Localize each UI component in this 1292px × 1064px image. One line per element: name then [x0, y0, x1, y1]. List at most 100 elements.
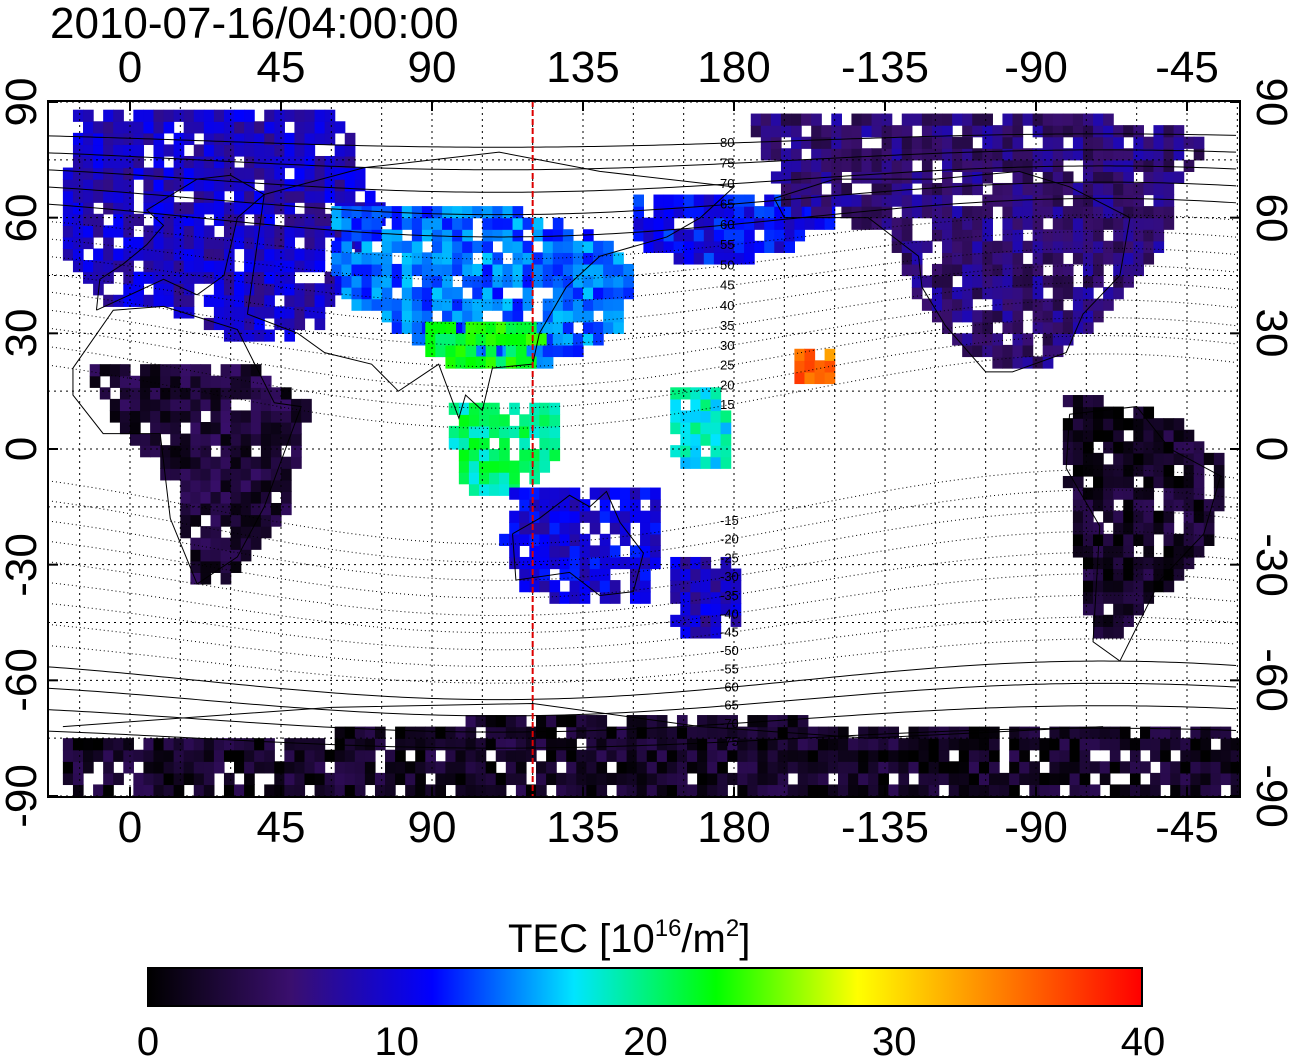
contour-label: -15 — [720, 513, 739, 528]
frame-ticks — [48, 101, 1240, 797]
tec-region-pacific-islands — [670, 387, 732, 469]
coast-asia — [246, 151, 736, 420]
tec-region-africa — [89, 364, 312, 585]
lon-tick-label-bottom: -45 — [1155, 803, 1219, 852]
contour-label: 75 — [720, 156, 734, 171]
lat-tick-label-left: 60 — [0, 193, 46, 243]
contour--60 — [48, 660, 1237, 701]
lon-tick-label-top: 0 — [117, 43, 143, 92]
lon-tick-label-bottom: -90 — [1004, 803, 1068, 852]
contour-75 — [48, 149, 1237, 171]
lon-tick-label-bottom: 45 — [256, 803, 306, 852]
coast-antarctica — [62, 702, 1104, 739]
lat-tick-label-right: 60 — [1247, 193, 1292, 243]
contour-label: -50 — [720, 643, 739, 658]
contour-label: -45 — [720, 625, 739, 640]
contour-label: 35 — [720, 318, 734, 333]
colorbar-title-exponent: 16 — [654, 915, 682, 942]
contour--70 — [48, 705, 1237, 733]
contour-label: 40 — [720, 298, 734, 313]
contour-label: 70 — [720, 176, 734, 191]
tec-region-new-zealand — [670, 556, 742, 639]
contour-25 — [48, 317, 1237, 389]
lon-tick-label-bottom: 90 — [407, 803, 457, 852]
contour-label: 80 — [720, 135, 734, 150]
lat-tick-label-right: -60 — [1247, 648, 1292, 713]
contour-label: -30 — [720, 569, 739, 584]
lat-tick-label-left: -90 — [0, 764, 46, 828]
colorbar-tick-label: 10 — [374, 1020, 420, 1064]
contour-label: -25 — [720, 550, 739, 565]
contour-20 — [48, 335, 1237, 409]
colorbar-title-end: ] — [739, 917, 751, 961]
tec-region-indonesia — [448, 402, 561, 496]
coastlines — [62, 151, 1222, 739]
lat-tick-label-right: -30 — [1247, 532, 1292, 597]
contour--50 — [48, 616, 1237, 668]
contour--75 — [48, 727, 1237, 749]
lon-tick-label-top: 45 — [256, 43, 306, 92]
contour-65 — [48, 181, 1237, 216]
lat-tick-label-left: -60 — [0, 648, 46, 713]
contour-label: 20 — [720, 377, 734, 392]
lat-tick-label-left: 30 — [0, 308, 46, 358]
lat-tick-label-right: 90 — [1247, 77, 1292, 127]
contour--20 — [48, 489, 1237, 563]
contour--25 — [48, 509, 1237, 581]
contour-40 — [48, 264, 1237, 325]
colorbar-title-main: TEC [10 — [508, 917, 655, 961]
lon-tick-label-top: 135 — [546, 43, 620, 92]
coast-n-america — [773, 170, 1131, 373]
contour-45 — [48, 247, 1237, 304]
coast-australia — [512, 490, 644, 597]
contour-label: -55 — [720, 661, 739, 676]
tec-region-south-asia-green — [425, 321, 547, 369]
colorbar-tick-label: 40 — [1120, 1020, 1166, 1064]
contour-50 — [48, 230, 1237, 282]
map-timestamp-title: 2010-07-16/04:00:00 — [50, 0, 459, 48]
contour-30 — [48, 299, 1237, 368]
contour--15 — [48, 469, 1237, 545]
contour--40 — [48, 573, 1237, 634]
contour-label: -65 — [720, 698, 739, 713]
coast-s-america — [1065, 406, 1222, 662]
contour-labels: 80 75 70 65 60 55 50 45 40 35 30 25 20 15 -15 -20 -25 -30… — [720, 135, 739, 749]
lon-tick-label-top: -135 — [840, 43, 930, 92]
lat-tick-label-right: 30 — [1247, 308, 1292, 358]
tec-colorbar — [147, 967, 1143, 1007]
contour--45 — [48, 594, 1237, 651]
colorbar-tick-label: 20 — [623, 1020, 668, 1064]
contour-label: 25 — [720, 358, 734, 373]
contour-label: -40 — [720, 606, 739, 621]
lon-tick-label-top: -90 — [1004, 43, 1068, 92]
contour-label: -70 — [720, 716, 739, 731]
contour--30 — [48, 530, 1237, 599]
lon-tick-label-bottom: -135 — [840, 803, 930, 852]
contour-label: -35 — [720, 588, 739, 603]
magnetic-latitude-contours — [48, 133, 1237, 749]
lat-tick-label-left: 90 — [0, 77, 46, 127]
contour-label: 15 — [720, 397, 734, 412]
contour-label: 45 — [720, 278, 734, 293]
contour-label: -75 — [720, 734, 739, 749]
colorbar-tick-label: 30 — [872, 1020, 917, 1064]
contour--65 — [48, 682, 1237, 717]
coast-africa — [72, 305, 302, 585]
lon-tick-label-bottom: 0 — [117, 803, 143, 852]
contour-15 — [48, 353, 1237, 429]
lon-tick-label-top: -45 — [1155, 43, 1219, 92]
lon-tick-label-bottom: 180 — [697, 803, 771, 852]
tec-region-hawaii-spot — [794, 348, 836, 385]
lat-tick-label-left: 0 — [0, 436, 46, 462]
coast-europe — [95, 174, 266, 311]
contour-60 — [48, 197, 1237, 238]
tec-region-australia — [499, 487, 661, 604]
contour-80 — [48, 133, 1237, 148]
contour--35 — [48, 551, 1237, 617]
contour-label: -60 — [720, 680, 739, 695]
lon-tick-label-bottom: 135 — [546, 803, 620, 852]
lon-tick-label-top: 90 — [407, 43, 457, 92]
lat-tick-label-left: -30 — [0, 532, 46, 597]
lon-tick-label-top: 180 — [697, 43, 771, 92]
